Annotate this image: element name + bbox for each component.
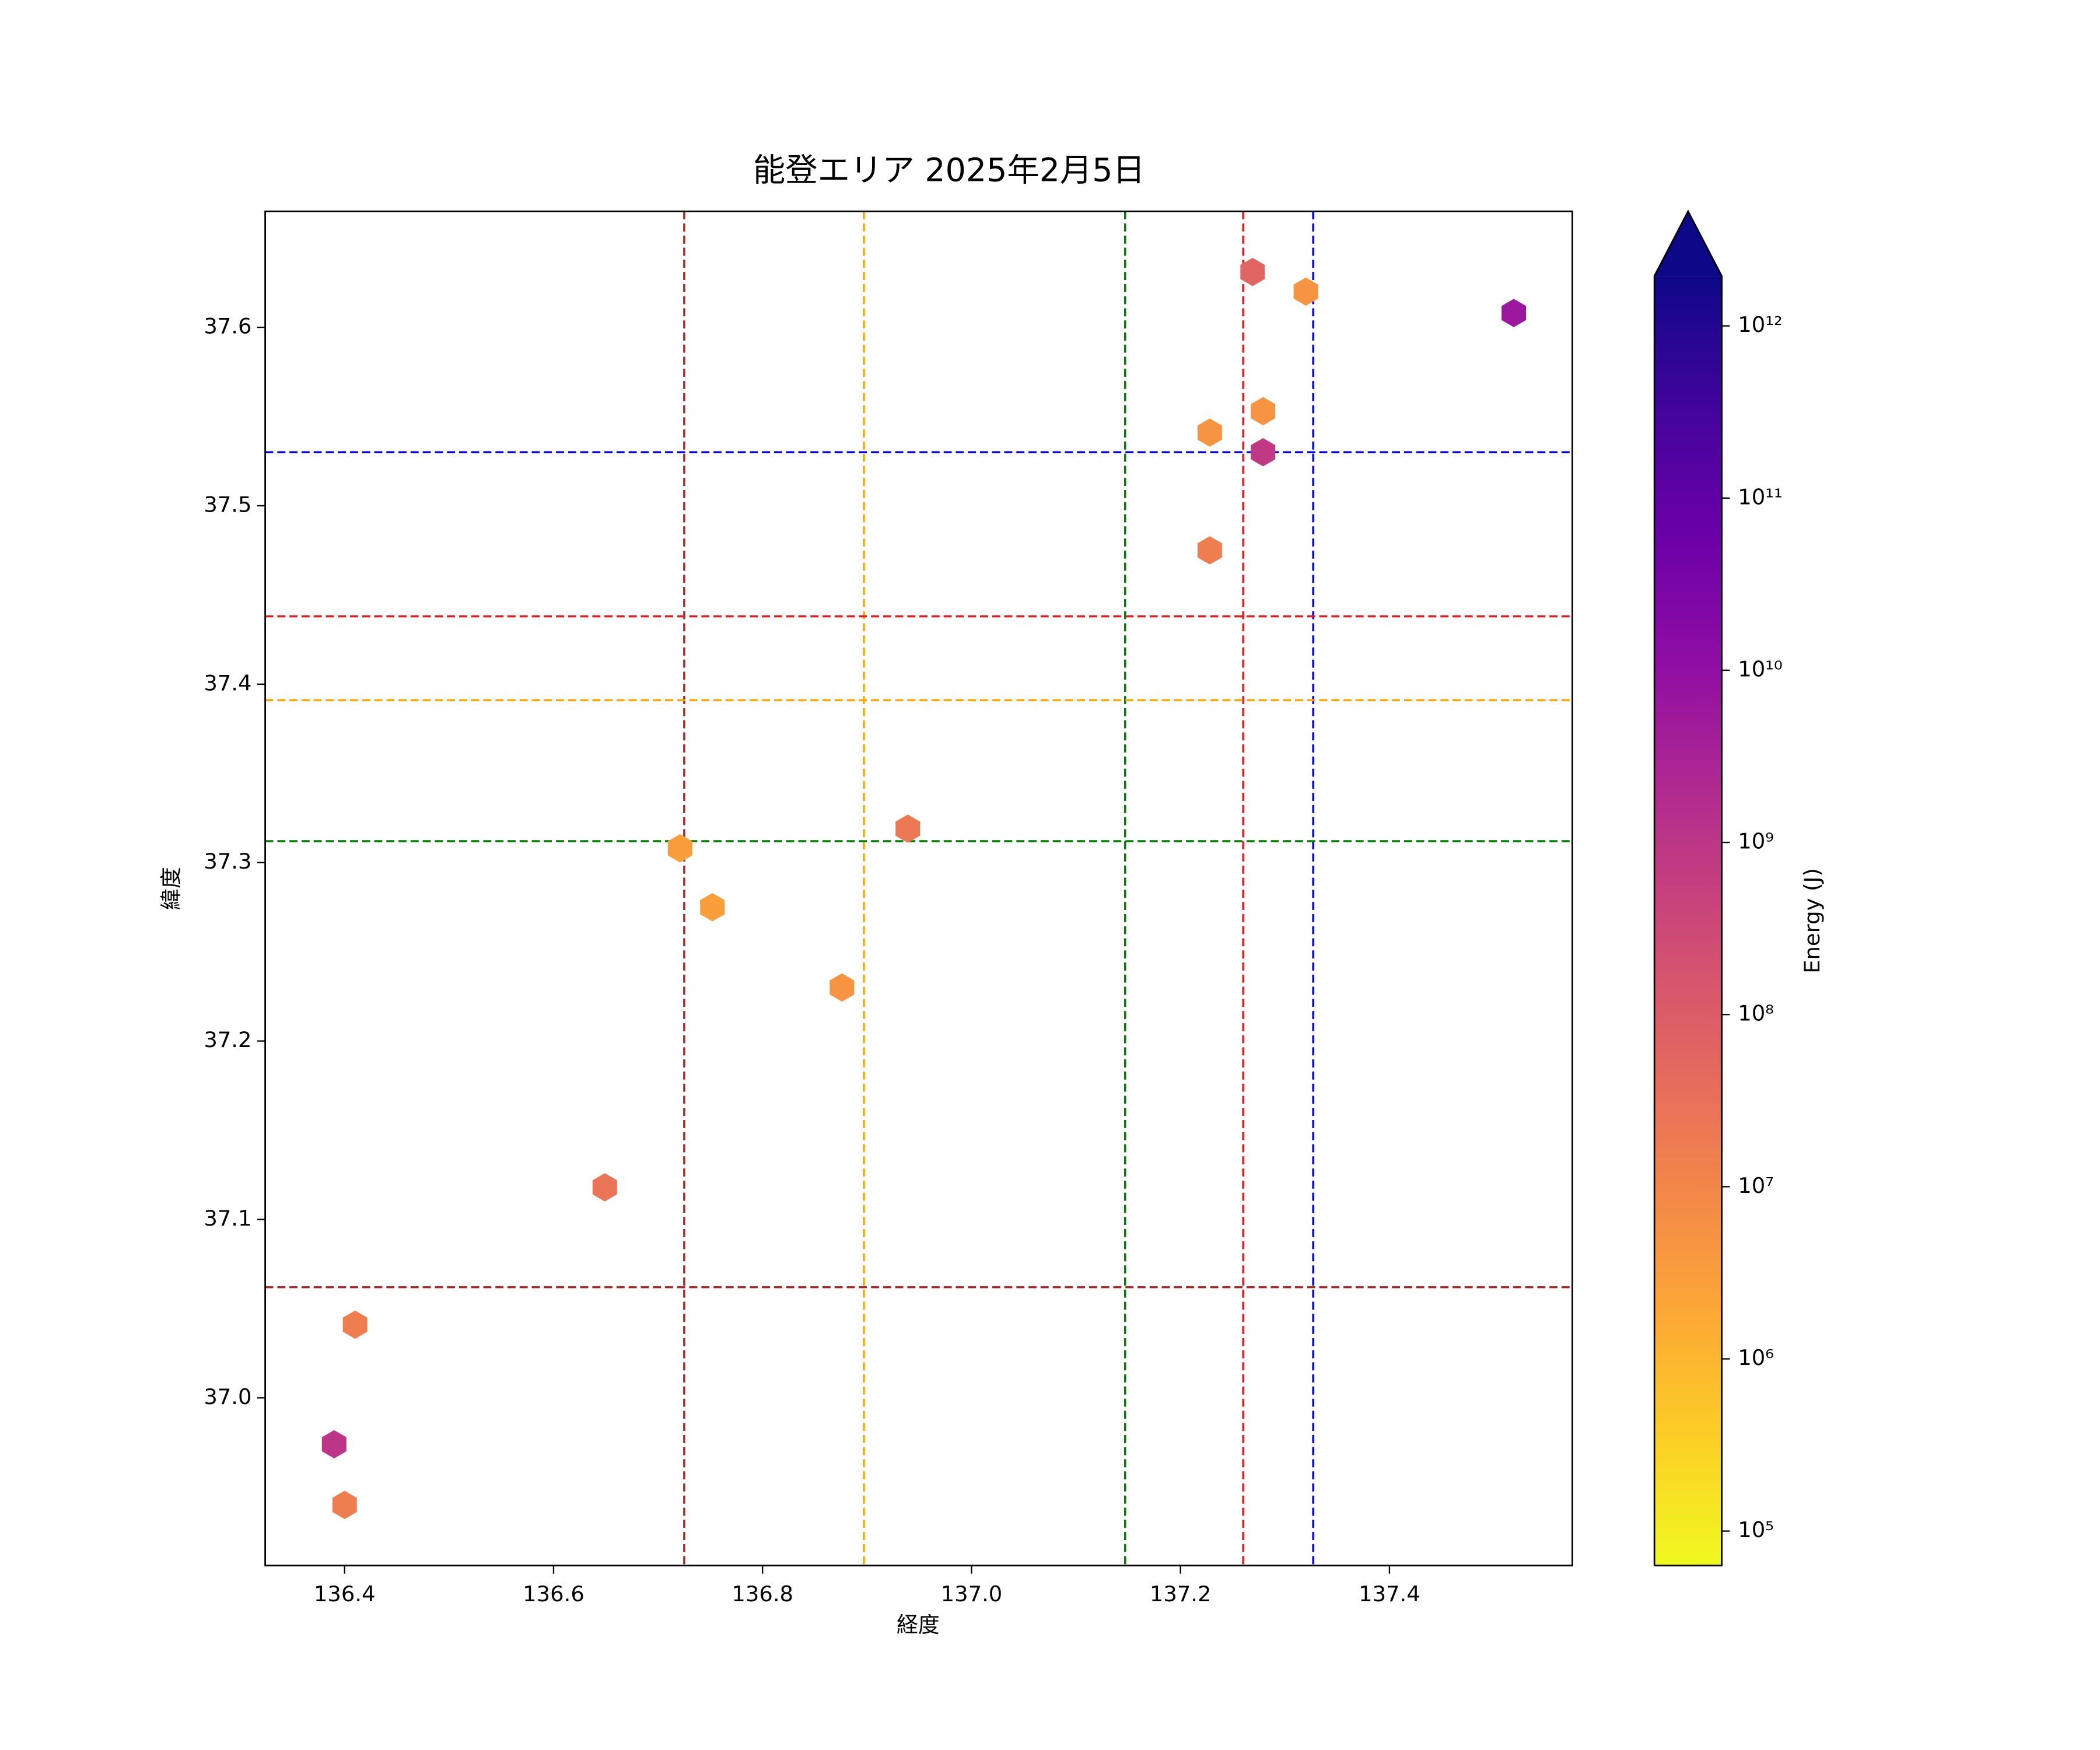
- point: [700, 892, 725, 922]
- colorbar-tick-label: 10⁶: [1738, 1345, 1774, 1370]
- point: [1240, 258, 1265, 286]
- y-tick-label: 37.2: [204, 1027, 251, 1052]
- x-tick-label: 136.8: [732, 1581, 793, 1606]
- point: [667, 834, 692, 863]
- x-tick-label: 136.6: [523, 1581, 584, 1606]
- colorbar-extend: [1654, 211, 1722, 276]
- x-tick-label: 137.0: [941, 1581, 1003, 1606]
- point: [1197, 536, 1222, 565]
- point: [830, 973, 855, 1002]
- colorbar-frame: [1653, 209, 1723, 1567]
- point: [1502, 299, 1527, 327]
- colorbar-label: Energy (J): [1800, 868, 1825, 974]
- x-tick-label: 137.2: [1150, 1581, 1212, 1606]
- y-axis-label: 緯度: [159, 867, 184, 910]
- plot-frame: [264, 210, 1573, 1567]
- x-tick-label: 137.4: [1359, 1581, 1420, 1606]
- colorbar-tick-label: 10⁸: [1738, 1001, 1774, 1026]
- colorbar-tick-label: 10¹²: [1738, 312, 1783, 337]
- colorbar-tick-label: 10⁹: [1738, 829, 1774, 854]
- colorbar-tick-label: 10⁷: [1738, 1173, 1774, 1198]
- point: [1197, 418, 1222, 447]
- point: [342, 1310, 368, 1339]
- points: [321, 258, 1527, 1520]
- y-tick-label: 37.3: [204, 849, 251, 874]
- point: [1251, 438, 1276, 467]
- point: [321, 1430, 346, 1459]
- y-tick-label: 37.5: [204, 492, 251, 517]
- point: [332, 1490, 357, 1520]
- y-tick-label: 37.1: [204, 1206, 251, 1231]
- colorbar: [1654, 276, 1722, 1566]
- colorbar-tick-label: 10⁵: [1738, 1517, 1774, 1542]
- point: [895, 814, 921, 843]
- y-tick-label: 37.0: [204, 1384, 251, 1409]
- point: [1293, 277, 1318, 306]
- point: [592, 1173, 617, 1202]
- colorbar-tick-label: 10¹⁰: [1738, 656, 1783, 681]
- y-tick-label: 37.4: [204, 670, 251, 695]
- x-tick-label: 136.4: [314, 1581, 376, 1606]
- x-axis-label: 経度: [897, 1612, 940, 1637]
- y-tick-label: 37.6: [204, 314, 251, 339]
- colorbar-tick-label: 10¹¹: [1738, 484, 1783, 509]
- chart-title: 能登エリア 2025年2月5日: [753, 152, 1145, 190]
- point: [1251, 397, 1276, 426]
